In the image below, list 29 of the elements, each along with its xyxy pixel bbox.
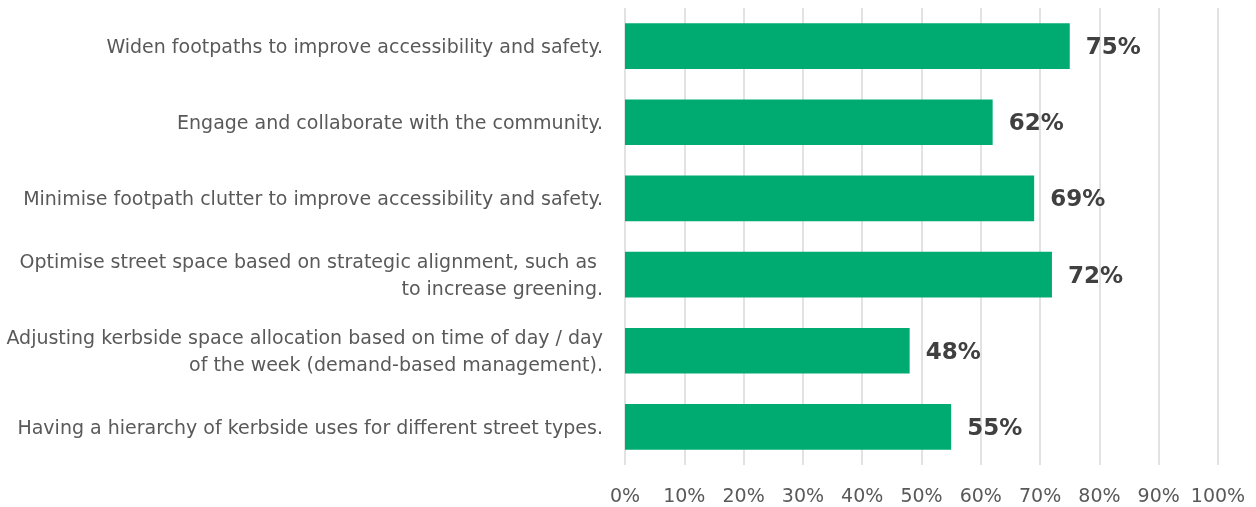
x-tick-label: 70%	[1018, 483, 1062, 506]
data-label: 55%	[967, 413, 1023, 440]
bar	[625, 404, 952, 450]
y-tick-label: Having a hierarchy of kerbside uses for different street types.	[17, 415, 603, 438]
x-tick-label: 100%	[1190, 483, 1246, 506]
x-tick-label: 40%	[841, 483, 884, 506]
x-tick-label: 50%	[900, 483, 943, 506]
data-label: 72%	[1067, 261, 1124, 288]
x-tick-label: 10%	[663, 483, 706, 506]
x-tick-label: 90%	[1137, 483, 1180, 506]
bar	[625, 23, 1070, 69]
y-tick-label: Widen footpaths to improve accessibility and safety.	[106, 35, 603, 58]
y-tick-label: Minimise footpath clutter to improve accessibility and safety.	[23, 187, 603, 210]
y-tick-label: Engage and collaborate with the community.	[177, 111, 603, 134]
x-tick-label: 80%	[1078, 483, 1121, 506]
y-tick-label: Adjusting kerbside space allocation based on time of day / day of the week (demand-based management).	[6, 326, 603, 376]
data-label: 75%	[1085, 33, 1141, 60]
data-label: 62%	[1008, 109, 1064, 136]
x-tick-label: 30%	[781, 483, 825, 506]
data-label: 69%	[1050, 185, 1106, 212]
y-tick-label: Optimise street space based on strategic alignment, such as to increase greening.	[19, 250, 603, 300]
bar	[625, 251, 1052, 298]
x-tick-label: 20%	[722, 483, 765, 506]
bar	[625, 99, 993, 146]
data-label: 48%	[925, 337, 981, 364]
x-tick-label: 60%	[959, 483, 1002, 506]
x-tick-label: 0%	[609, 483, 641, 506]
bar	[625, 175, 1035, 222]
bar	[625, 327, 910, 374]
